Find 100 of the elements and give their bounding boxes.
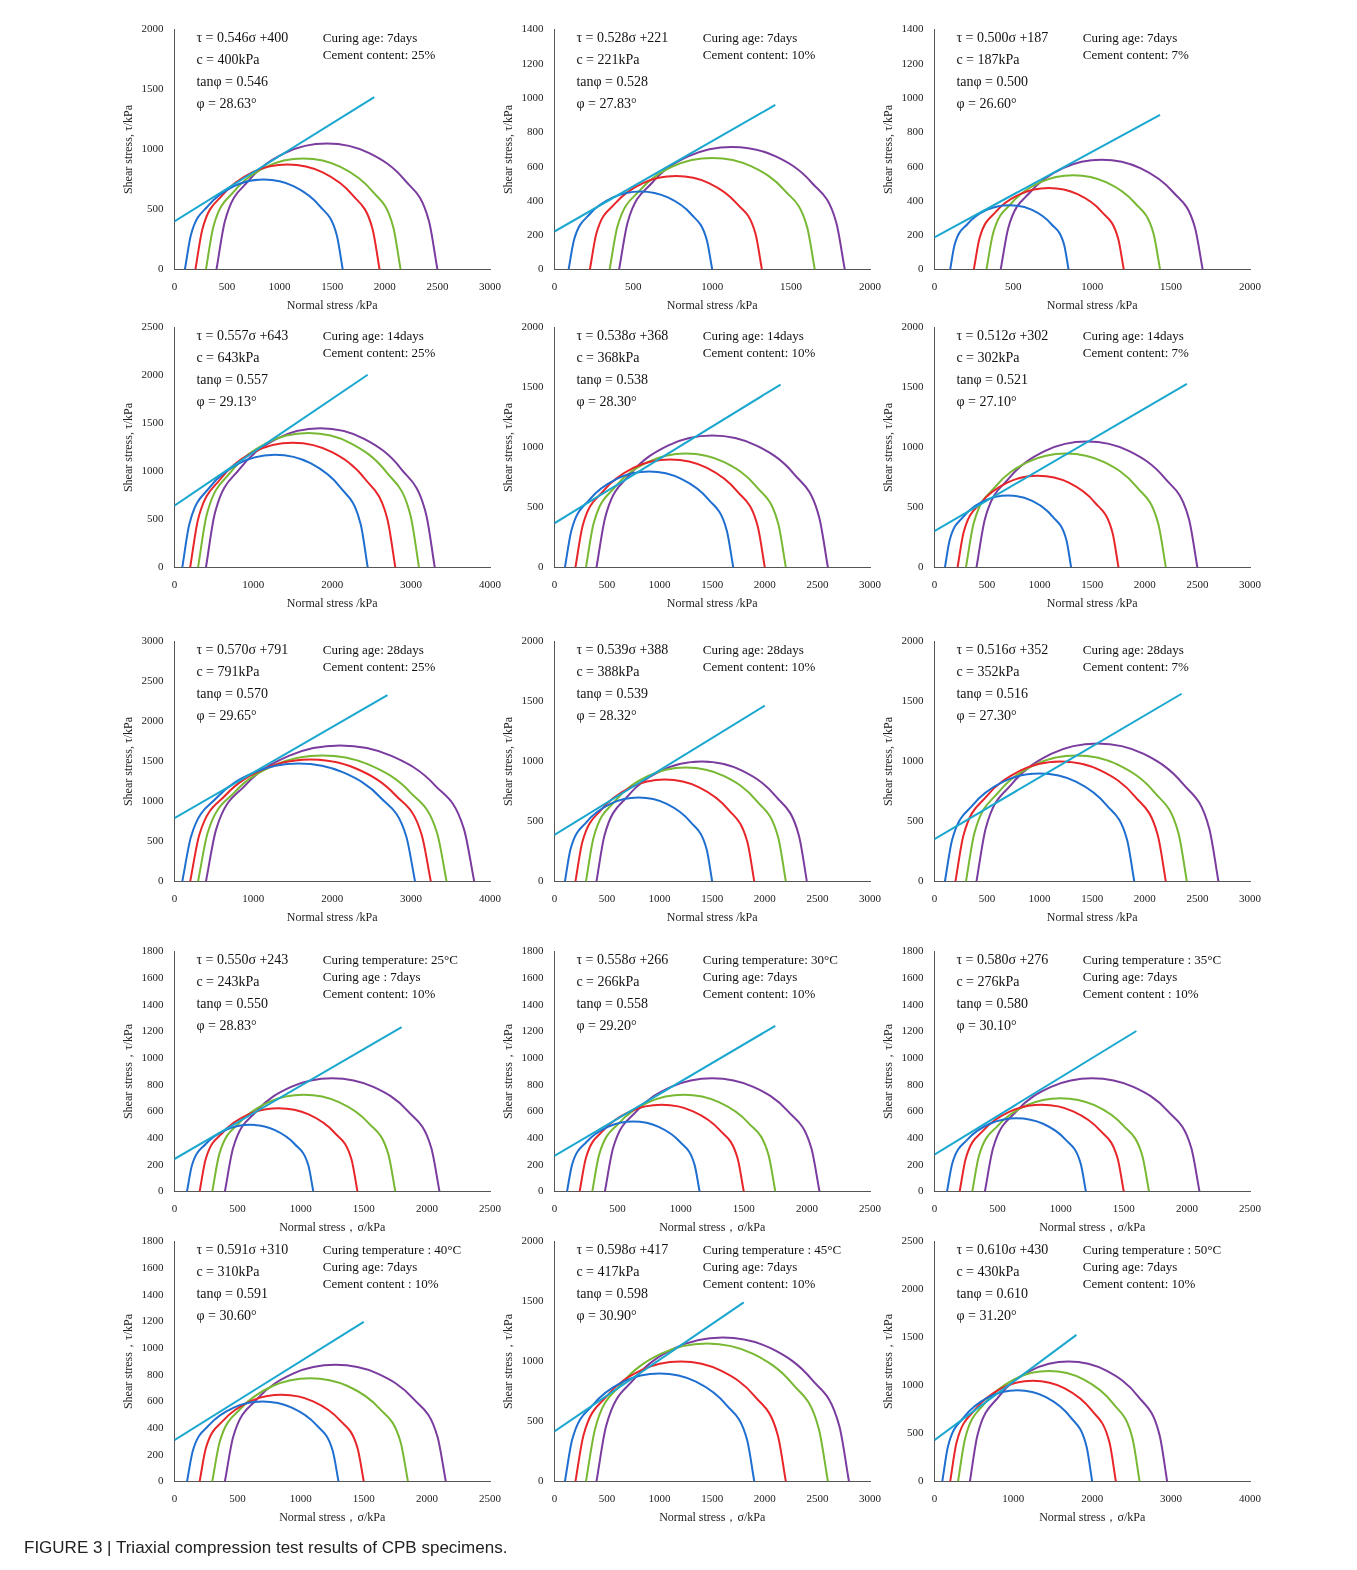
y-axis-title: Shear stress, τ/kPa bbox=[501, 104, 516, 195]
annotation: Curing temperature : 35°C bbox=[1082, 951, 1222, 967]
y-tick-label: 1000 bbox=[901, 1051, 924, 1064]
x-tick-label: 1000 bbox=[648, 1491, 672, 1504]
x-tick-label: 500 bbox=[978, 891, 996, 904]
y-tick-label: 500 bbox=[146, 512, 164, 525]
y-tick-label: 800 bbox=[906, 1077, 924, 1090]
y-tick-label: 1500 bbox=[521, 694, 544, 707]
y-tick-label: 600 bbox=[526, 1104, 544, 1117]
x-tick-label: 2000 bbox=[753, 891, 777, 904]
y-tick-label: 1200 bbox=[901, 56, 924, 69]
y-tick-label: 1400 bbox=[901, 997, 924, 1010]
y-tick-label: 2000 bbox=[901, 320, 924, 333]
line-series bbox=[949, 204, 1070, 270]
y-tick-label: 0 bbox=[157, 560, 164, 573]
annotation: Curing age: 7days bbox=[1082, 1258, 1178, 1274]
line-series bbox=[949, 1379, 1117, 1482]
annotation: Curing age: 7days bbox=[702, 1258, 798, 1274]
x-tick-label: 1500 bbox=[780, 279, 803, 292]
x-tick-label: 1000 bbox=[242, 577, 265, 590]
annotation: Curing age: 28days bbox=[702, 641, 804, 657]
y-axis-title: Shear stress, τ/kPa bbox=[881, 104, 896, 195]
x-tick-label: 1000 bbox=[669, 1201, 693, 1214]
x-tick-label: 3000 bbox=[1239, 891, 1262, 904]
x-tick-label: 1500 bbox=[701, 577, 724, 590]
y-axis-title: Shear stress，τ/kPa bbox=[121, 1313, 136, 1410]
y-tick-label: 800 bbox=[526, 125, 544, 138]
line-series bbox=[574, 778, 756, 882]
annotation: τ = 0.591σ +310 bbox=[196, 1242, 289, 1258]
annotation: Curing age: 7days bbox=[1082, 968, 1178, 984]
line-series bbox=[943, 772, 1136, 882]
x-axis-title: Normal stress，σ/kPa bbox=[1039, 1219, 1146, 1234]
annotation: c = 352kPa bbox=[956, 664, 1021, 680]
y-tick-label: 2000 bbox=[141, 714, 164, 727]
x-tick-label: 1000 bbox=[1081, 279, 1104, 292]
x-tick-label: 1500 bbox=[732, 1201, 756, 1214]
x-tick-label: 0 bbox=[551, 1491, 558, 1504]
annotation: Curing age: 14days bbox=[322, 327, 424, 343]
y-tick-label: 1000 bbox=[141, 142, 164, 155]
annotation: c = 302kPa bbox=[956, 350, 1021, 366]
y-tick-label: 800 bbox=[906, 125, 924, 138]
y-tick-label: 800 bbox=[146, 1367, 164, 1380]
x-tick-label: 1000 bbox=[289, 1491, 313, 1504]
annotation: Curing temperature: 25°C bbox=[322, 951, 458, 967]
annotation: τ = 0.528σ +221 bbox=[576, 30, 669, 46]
x-tick-label: 500 bbox=[625, 279, 643, 292]
y-tick-label: 1200 bbox=[521, 1024, 544, 1037]
annotation: τ = 0.500σ +187 bbox=[956, 30, 1049, 46]
x-tick-label: 0 bbox=[171, 891, 178, 904]
x-tick-label: 2000 bbox=[1239, 279, 1262, 292]
y-tick-label: 200 bbox=[906, 228, 924, 241]
line-series bbox=[941, 1389, 1094, 1482]
annotation: c = 643kPa bbox=[196, 350, 261, 366]
y-tick-label: 0 bbox=[157, 874, 164, 887]
annotation: tanφ = 0.558 bbox=[576, 996, 648, 1012]
annotation: tanφ = 0.610 bbox=[956, 1286, 1028, 1302]
y-tick-label: 3000 bbox=[141, 634, 164, 647]
line-series bbox=[943, 494, 1073, 568]
y-tick-label: 1500 bbox=[901, 380, 924, 393]
y-tick-label: 1000 bbox=[141, 794, 164, 807]
line-series bbox=[189, 441, 397, 568]
x-tick-label: 0 bbox=[551, 1201, 558, 1214]
x-tick-label: 0 bbox=[171, 1201, 178, 1214]
annotation: Cement content : 10% bbox=[1082, 985, 1199, 1001]
x-tick-label: 1500 bbox=[701, 891, 724, 904]
y-tick-label: 1600 bbox=[141, 1261, 164, 1274]
line-series bbox=[563, 1372, 756, 1482]
y-tick-label: 1600 bbox=[901, 971, 924, 984]
y-tick-label: 2500 bbox=[141, 320, 164, 333]
x-tick-label: 2500 bbox=[859, 1201, 882, 1214]
y-tick-label: 500 bbox=[526, 814, 544, 827]
x-tick-label: 1000 bbox=[242, 891, 265, 904]
y-tick-label: 1500 bbox=[141, 416, 164, 429]
annotation: c = 400kPa bbox=[196, 52, 261, 68]
line-series bbox=[186, 1123, 315, 1192]
x-tick-label: 1000 bbox=[1028, 577, 1052, 590]
x-tick-label: 3000 bbox=[859, 577, 882, 590]
x-tick-label: 2500 bbox=[1239, 1201, 1262, 1214]
y-tick-label: 0 bbox=[157, 1184, 164, 1197]
y-tick-label: 0 bbox=[917, 560, 924, 573]
y-tick-label: 200 bbox=[146, 1157, 164, 1170]
x-tick-label: 500 bbox=[218, 279, 236, 292]
annotation: φ = 31.20° bbox=[956, 1308, 1017, 1324]
x-tick-label: 0 bbox=[551, 279, 558, 292]
annotation: φ = 29.65° bbox=[196, 708, 257, 724]
x-axis-title: Normal stress，σ/kPa bbox=[659, 1509, 766, 1524]
y-axis-title: Shear stress，τ/kPa bbox=[121, 1023, 136, 1120]
y-tick-label: 1800 bbox=[901, 944, 924, 957]
line-series bbox=[574, 1360, 787, 1482]
y-tick-label: 600 bbox=[146, 1394, 164, 1407]
y-axis-title: Shear stress, τ/kPa bbox=[881, 716, 896, 807]
annotation: c = 243kPa bbox=[196, 974, 261, 990]
annotation: τ = 0.557σ +643 bbox=[196, 328, 289, 344]
x-tick-label: 0 bbox=[931, 279, 938, 292]
annotation: tanφ = 0.580 bbox=[956, 996, 1028, 1012]
annotation: Cement content: 25% bbox=[322, 344, 436, 360]
y-tick-label: 1500 bbox=[141, 754, 164, 767]
y-tick-label: 200 bbox=[526, 228, 544, 241]
line-series bbox=[608, 157, 816, 270]
annotation: Cement content: 10% bbox=[702, 344, 816, 360]
